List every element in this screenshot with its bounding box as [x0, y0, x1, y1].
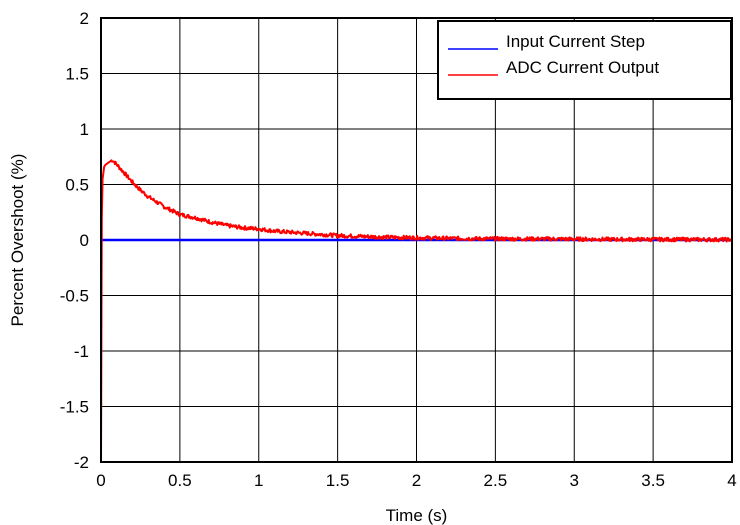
- x-tick-label: 4: [727, 471, 736, 490]
- y-tick-label: 1.5: [65, 65, 89, 84]
- x-tick-label: 1: [254, 471, 263, 490]
- x-tick-label: 2.5: [484, 471, 508, 490]
- legend: Input Current Step ADC Current Output: [437, 20, 732, 100]
- series-line-adc-current-output: [100, 159, 733, 463]
- legend-label-input-current-step: Input Current Step: [506, 32, 645, 51]
- y-tick-label: 2: [80, 9, 89, 28]
- series-layer: [100, 159, 733, 463]
- y-tick-label: -0.5: [60, 287, 89, 306]
- y-tick-label: -2: [74, 453, 89, 472]
- y-tick-label: 0: [80, 231, 89, 250]
- y-tick-label: -1.5: [60, 398, 89, 417]
- y-tick-label: 0.5: [65, 176, 89, 195]
- x-tick-label: 3: [570, 471, 579, 490]
- x-tick-label: 3.5: [641, 471, 665, 490]
- x-tick-label: 0.5: [168, 471, 192, 490]
- x-tick-labels: 0 0.5 1 1.5 2 2.5 3 3.5 4: [96, 471, 736, 490]
- legend-box: [437, 20, 732, 100]
- x-tick-label: 1.5: [326, 471, 350, 490]
- x-tick-label: 0: [96, 471, 105, 490]
- y-tick-label: -1: [74, 342, 89, 361]
- y-tick-labels: 2 1.5 1 0.5 0 -0.5 -1 -1.5 -2: [60, 9, 89, 472]
- y-tick-label: 1: [80, 120, 89, 139]
- plot-frame: [100, 17, 733, 463]
- legend-label-adc-current-output: ADC Current Output: [506, 58, 659, 77]
- y-axis-title: Percent Overshoot (%): [8, 154, 27, 327]
- x-tick-label: 2: [412, 471, 421, 490]
- x-axis-title: Time (s): [386, 506, 448, 525]
